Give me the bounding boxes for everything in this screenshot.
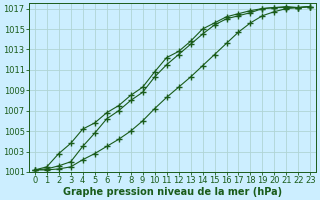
X-axis label: Graphe pression niveau de la mer (hPa): Graphe pression niveau de la mer (hPa) (63, 187, 282, 197)
